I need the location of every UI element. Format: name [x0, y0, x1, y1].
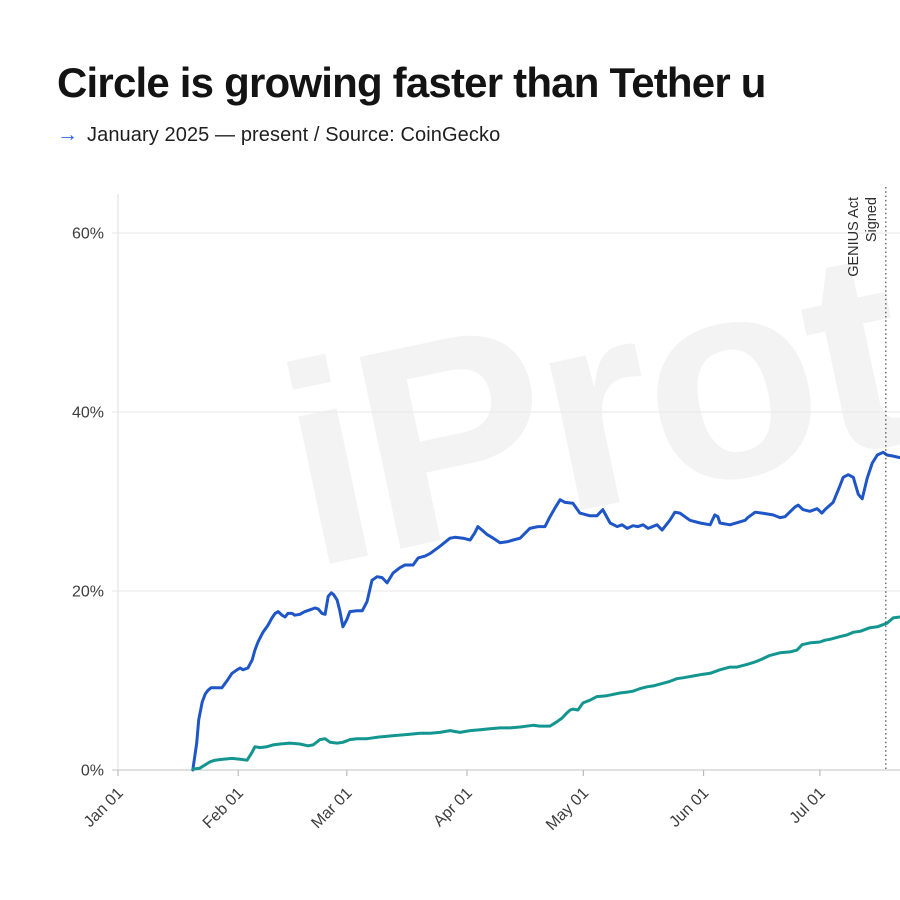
- series-line-tether: [191, 615, 900, 771]
- axis-lines: [112, 194, 900, 771]
- chart-subtitle-text: January 2025 — present / Source: CoinGec…: [87, 123, 501, 146]
- arrow-right-icon: →: [57, 123, 78, 146]
- x-tick-label: Feb 01: [200, 785, 247, 832]
- chart-subtitle: → January 2025 — present / Source: CoinG…: [57, 121, 900, 149]
- x-tick-label: Mar 01: [308, 785, 355, 832]
- y-tick-label: 60%: [72, 226, 104, 243]
- series-line-circle: [191, 450, 900, 772]
- x-axis-ticks: [117, 770, 821, 776]
- chart-title-wrap: Circle is growing faster than Tether u: [57, 60, 900, 112]
- x-tick-label: Jul 01: [787, 785, 829, 827]
- x-axis-labels: Jan 01 Feb 01 Mar 01 Apr 01 May 01 Jun 01 Jul …: [81, 785, 829, 834]
- x-tick-label: Jan 01: [81, 785, 127, 831]
- y-tick-label: 0%: [81, 763, 104, 780]
- event-label-line: GENIUS Act: [846, 197, 862, 277]
- y-tick-label: 20%: [72, 584, 104, 601]
- event-annotation: GENIUS Act Signed: [846, 187, 887, 770]
- x-tick-label: Apr 01: [430, 785, 475, 830]
- y-tick-label: 40%: [72, 405, 104, 422]
- chart-title: Circle is growing faster than Tether u: [57, 60, 766, 106]
- x-tick-label: Jun 01: [666, 785, 712, 831]
- series-lines: [191, 450, 900, 772]
- x-tick-label: May 01: [543, 785, 592, 834]
- event-label-line: Signed: [864, 197, 880, 242]
- gridlines: [112, 232, 900, 592]
- y-axis-labels: 0% 20% 40% 60%: [72, 226, 104, 780]
